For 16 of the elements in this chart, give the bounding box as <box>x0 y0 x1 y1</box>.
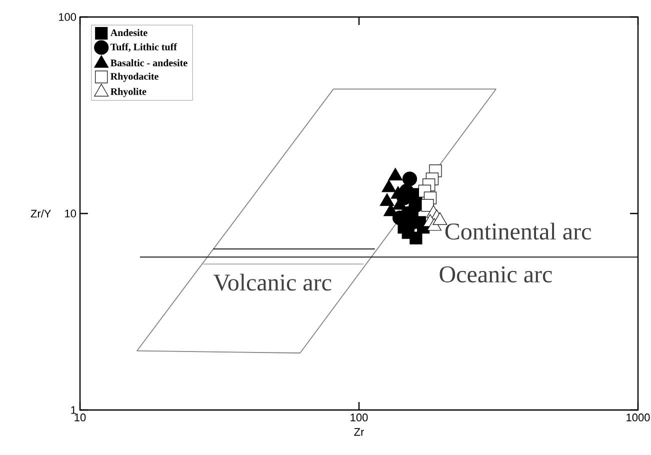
y-tick-label: 100 <box>58 13 76 21</box>
y-tick-label: 10 <box>65 210 76 218</box>
annotation: Continental arc <box>445 222 591 240</box>
legend-label: Tuff, Lithic tuff <box>110 43 178 52</box>
x-axis-title: Zr <box>354 428 364 436</box>
legend-label: Andesite <box>110 29 148 36</box>
annotation: Oceanic arc <box>440 266 552 282</box>
x-tick-label: 100 <box>350 414 368 422</box>
y-tick-label: 1 <box>71 406 76 414</box>
legend-label: Rhyolite <box>110 88 146 98</box>
x-tick-label: 10 <box>74 414 86 422</box>
annotation: Volcanic arc <box>213 274 332 291</box>
legend-label: Rhyodacite <box>110 72 158 82</box>
x-tick-label: 1000 <box>626 414 650 422</box>
y-axis-title: Zr/Y <box>30 209 52 218</box>
legend-label: Basaltic - andesite <box>110 59 188 66</box>
